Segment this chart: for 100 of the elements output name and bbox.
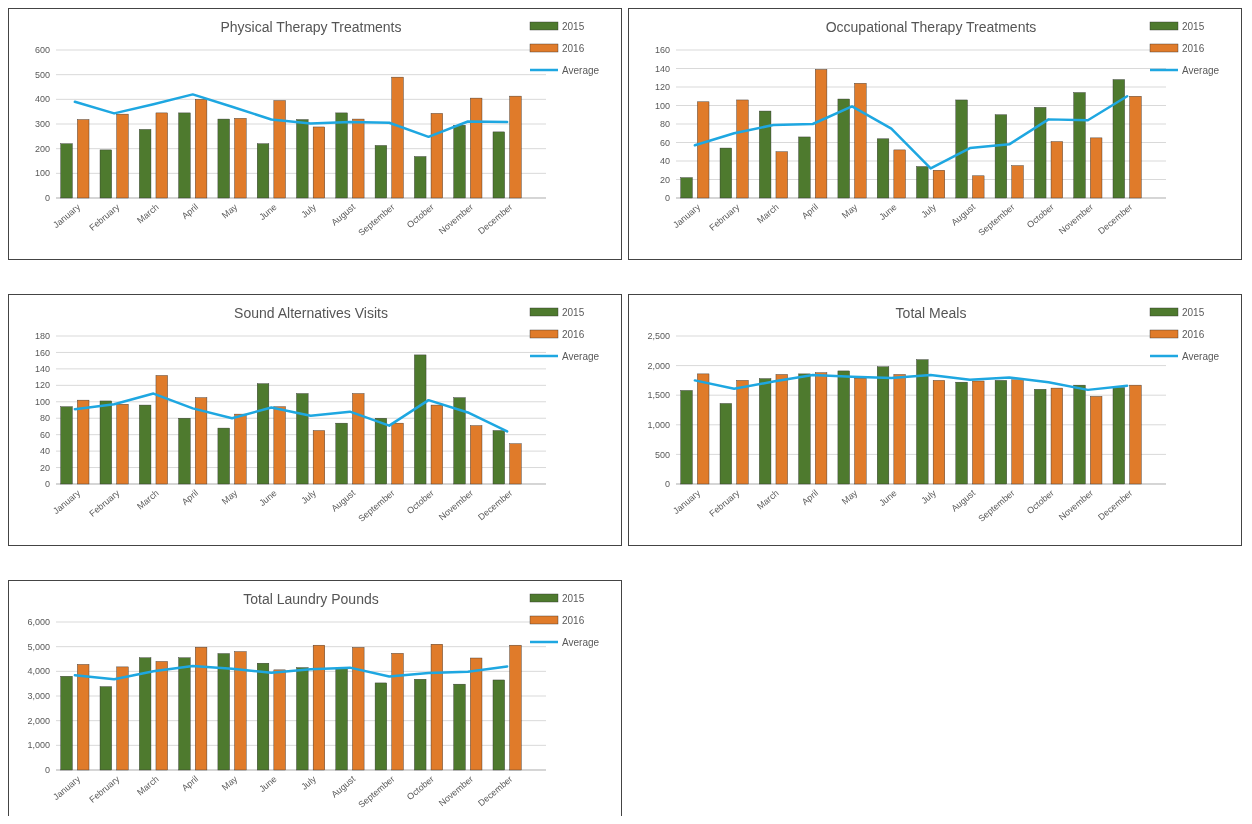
y-tick-label: 400 — [34, 94, 50, 105]
chart-title: Occupational Therapy Treatments — [825, 19, 1037, 35]
bar — [178, 112, 191, 199]
bar — [60, 676, 73, 771]
bar — [775, 151, 788, 199]
bar — [877, 138, 890, 199]
y-tick-label: 160 — [654, 45, 670, 56]
bar — [1011, 165, 1024, 199]
bar — [77, 119, 90, 199]
bar — [492, 679, 505, 771]
bar — [453, 125, 466, 199]
y-tick-label: 140 — [34, 364, 50, 375]
x-tick-label: May — [219, 487, 240, 507]
legend-label: Average — [1182, 350, 1220, 362]
y-tick-label: 2,500 — [647, 331, 670, 342]
bar — [815, 372, 828, 485]
y-tick-label: 0 — [664, 193, 670, 204]
legend-label: 2015 — [562, 306, 585, 318]
bar — [155, 375, 168, 485]
bar — [1129, 384, 1142, 485]
bar — [759, 110, 772, 199]
bar — [916, 166, 929, 199]
bar — [195, 646, 208, 771]
bar — [195, 99, 208, 199]
bar — [414, 679, 427, 771]
y-tick-label: 180 — [34, 331, 50, 342]
y-tick-label: 500 — [34, 69, 50, 80]
x-tick-label: July — [919, 487, 939, 506]
bar — [509, 443, 522, 485]
bar — [374, 682, 387, 771]
legend-label: Average — [562, 636, 600, 648]
bar — [273, 669, 286, 771]
legend-label: 2016 — [562, 328, 585, 340]
bar — [1112, 79, 1125, 199]
bar — [335, 667, 348, 771]
bar — [972, 175, 985, 199]
y-tick-label: 160 — [34, 347, 50, 358]
bar — [697, 373, 710, 485]
legend-label: 2016 — [1182, 328, 1205, 340]
line-series — [693, 373, 1129, 392]
bar — [312, 126, 325, 199]
bar — [1073, 384, 1086, 485]
bar — [178, 657, 191, 771]
bar — [932, 380, 945, 485]
bar — [955, 381, 968, 485]
bar — [139, 129, 152, 199]
y-tick-label: 20 — [39, 462, 50, 473]
bar — [1034, 389, 1047, 485]
bar — [234, 118, 247, 199]
y-tick-label: 120 — [34, 380, 50, 391]
bar — [99, 149, 112, 199]
bar — [1090, 396, 1103, 485]
x-tick-label: July — [299, 487, 319, 506]
bar — [195, 397, 208, 485]
x-tick-label: July — [919, 201, 939, 220]
bar — [972, 380, 985, 485]
bar — [736, 380, 749, 485]
y-tick-label: 0 — [664, 479, 670, 490]
bar — [178, 418, 191, 485]
bar — [234, 651, 247, 771]
bar — [312, 644, 325, 771]
y-tick-label: 500 — [654, 449, 670, 460]
bar — [453, 397, 466, 485]
bar — [893, 374, 906, 485]
x-tick-label: July — [299, 773, 319, 792]
bar — [217, 118, 230, 199]
bar — [994, 380, 1007, 485]
legend-label: 2015 — [1182, 20, 1205, 32]
x-tick-label: June — [257, 201, 279, 223]
bar — [116, 113, 129, 199]
legend-label: 2015 — [562, 592, 585, 604]
y-tick-label: 80 — [39, 413, 50, 424]
bar — [837, 370, 850, 485]
legend-label: 2016 — [1182, 42, 1205, 54]
bar — [296, 667, 309, 771]
y-tick-label: 4,000 — [27, 666, 50, 677]
bar — [77, 664, 90, 771]
bar — [697, 101, 710, 199]
y-tick-label: 6,000 — [27, 617, 50, 628]
bar — [775, 374, 788, 485]
y-tick-label: 60 — [39, 429, 50, 440]
bar — [374, 145, 387, 199]
bar — [893, 149, 906, 199]
y-tick-label: 0 — [44, 479, 50, 490]
bar — [139, 404, 152, 485]
bar — [470, 657, 483, 771]
bar — [798, 136, 811, 199]
bar — [335, 112, 348, 199]
bar — [234, 413, 247, 485]
x-tick-label: May — [839, 201, 860, 221]
bar — [273, 406, 286, 485]
line-series — [73, 93, 509, 139]
y-tick-label: 2,000 — [27, 715, 50, 726]
x-tick-label: May — [839, 487, 860, 507]
bar — [155, 112, 168, 199]
bar — [77, 399, 90, 485]
legend-label: Average — [562, 350, 600, 362]
bar — [273, 100, 286, 199]
bar — [916, 359, 929, 485]
y-tick-label: 600 — [34, 45, 50, 56]
